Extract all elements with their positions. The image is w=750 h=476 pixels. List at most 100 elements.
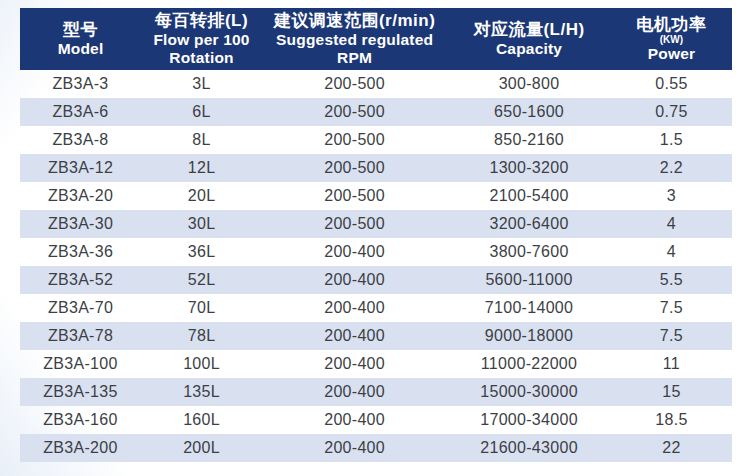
table-cell: 2100-5400	[447, 187, 611, 205]
table-row: ZB3A-200200L200-40021600-4300022	[20, 434, 732, 462]
table-cell: 70L	[141, 299, 262, 317]
header-en-rpm-1: Suggested regulated	[276, 31, 433, 49]
table-cell: 5.5	[611, 271, 732, 289]
table-cell: ZB3A-6	[20, 103, 141, 121]
table-cell: 1300-3200	[447, 159, 611, 177]
table-cell: 200-500	[262, 159, 447, 177]
table-row: ZB3A-88L200-500850-21601.5	[20, 126, 732, 154]
table-cell: 7.5	[611, 327, 732, 345]
column-header-capacity: 对应流量(L/H) Capacity	[447, 8, 611, 70]
table-cell: 18.5	[611, 411, 732, 429]
table-row: ZB3A-135135L200-40015000-3000015	[20, 378, 732, 406]
table-cell: 15000-30000	[447, 383, 611, 401]
table-cell: 6L	[141, 103, 262, 121]
table-cell: 21600-43000	[447, 439, 611, 457]
column-header-flow: 每百转排(L) Flow per 100 Rotation	[141, 8, 262, 70]
table-cell: 3800-7600	[447, 243, 611, 261]
table-cell: 9000-18000	[447, 327, 611, 345]
table-cell: 200-500	[262, 187, 447, 205]
header-en-rpm-2: RPM	[337, 49, 372, 67]
table-cell: 200-400	[262, 327, 447, 345]
header-zh-flow: 每百转排(L)	[155, 11, 248, 31]
table-row: ZB3A-7878L200-4009000-180007.5	[20, 322, 732, 350]
table-cell: 15	[611, 383, 732, 401]
table-cell: 78L	[141, 327, 262, 345]
pump-spec-table: 型号 Model 每百转排(L) Flow per 100 Rotation 建…	[20, 8, 732, 462]
table-cell: ZB3A-3	[20, 75, 141, 93]
table-cell: 650-1600	[447, 103, 611, 121]
header-zh-rpm: 建议调速范围(r/min)	[274, 11, 435, 31]
table-row: ZB3A-1212L200-5001300-32002.2	[20, 154, 732, 182]
table-cell: ZB3A-135	[20, 383, 141, 401]
table-cell: ZB3A-20	[20, 187, 141, 205]
table-row: ZB3A-7070L200-4007100-140007.5	[20, 294, 732, 322]
header-zh-model: 型号	[63, 20, 98, 40]
table-cell: 300-800	[447, 75, 611, 93]
table-cell: 200-400	[262, 271, 447, 289]
header-zh-power: 电机功率	[636, 15, 706, 35]
table-cell: 3200-6400	[447, 215, 611, 233]
table-cell: 22	[611, 439, 732, 457]
header-en-capacity: Capacity	[496, 40, 562, 58]
table-cell: 200-400	[262, 411, 447, 429]
header-kw-unit: (KW)	[660, 35, 683, 45]
table-cell: 30L	[141, 215, 262, 233]
table-row: ZB3A-160160L200-40017000-3400018.5	[20, 406, 732, 434]
column-header-model: 型号 Model	[20, 8, 141, 70]
table-cell: 5600-11000	[447, 271, 611, 289]
table-row: ZB3A-66L200-500650-16000.75	[20, 98, 732, 126]
table-cell: ZB3A-30	[20, 215, 141, 233]
table-row: ZB3A-2020L200-5002100-54003	[20, 182, 732, 210]
table-cell: 7.5	[611, 299, 732, 317]
spec-sheet-page: 型号 Model 每百转排(L) Flow per 100 Rotation 建…	[0, 0, 750, 476]
header-en-power: Power	[648, 45, 696, 63]
table-cell: 3L	[141, 75, 262, 93]
table-cell: ZB3A-100	[20, 355, 141, 373]
table-cell: ZB3A-36	[20, 243, 141, 261]
table-row: ZB3A-5252L200-4005600-110005.5	[20, 266, 732, 294]
header-en-flow-2: Rotation	[169, 49, 233, 67]
header-en-flow-1: Flow per 100	[153, 31, 249, 49]
table-cell: 200-500	[262, 215, 447, 233]
table-cell: 0.55	[611, 75, 732, 93]
table-cell: 135L	[141, 383, 262, 401]
table-cell: 200-400	[262, 243, 447, 261]
table-cell: 200-400	[262, 355, 447, 373]
column-header-rpm: 建议调速范围(r/min) Suggested regulated RPM	[262, 8, 447, 70]
table-cell: 11	[611, 355, 732, 373]
table-cell: 200-400	[262, 383, 447, 401]
table-cell: ZB3A-200	[20, 439, 141, 457]
table-cell: 200-500	[262, 75, 447, 93]
table-cell: 200-500	[262, 103, 447, 121]
table-cell: ZB3A-12	[20, 159, 141, 177]
table-cell: 8L	[141, 131, 262, 149]
table-row: ZB3A-33L200-500300-8000.55	[20, 70, 732, 98]
column-header-power: 电机功率 (KW) Power	[611, 8, 732, 70]
table-cell: 20L	[141, 187, 262, 205]
table-cell: ZB3A-70	[20, 299, 141, 317]
table-cell: 100L	[141, 355, 262, 373]
table-cell: 4	[611, 243, 732, 261]
table-cell: 3	[611, 187, 732, 205]
table-cell: 2.2	[611, 159, 732, 177]
table-cell: ZB3A-160	[20, 411, 141, 429]
table-cell: 12L	[141, 159, 262, 177]
table-cell: 160L	[141, 411, 262, 429]
table-cell: 17000-34000	[447, 411, 611, 429]
table-cell: 36L	[141, 243, 262, 261]
table-cell: 200-400	[262, 439, 447, 457]
header-en-model: Model	[58, 40, 104, 58]
table-row: ZB3A-3636L200-4003800-76004	[20, 238, 732, 266]
table-cell: 200-400	[262, 299, 447, 317]
table-cell: 200-500	[262, 131, 447, 149]
table-cell: 52L	[141, 271, 262, 289]
table-cell: 1.5	[611, 131, 732, 149]
table-row: ZB3A-100100L200-40011000-2200011	[20, 350, 732, 378]
table-cell: ZB3A-52	[20, 271, 141, 289]
table-cell: 0.75	[611, 103, 732, 121]
header-zh-capacity: 对应流量(L/H)	[473, 20, 584, 40]
table-cell: 850-2160	[447, 131, 611, 149]
table-cell: ZB3A-8	[20, 131, 141, 149]
table-cell: 7100-14000	[447, 299, 611, 317]
table-body: ZB3A-33L200-500300-8000.55ZB3A-66L200-50…	[20, 70, 732, 462]
